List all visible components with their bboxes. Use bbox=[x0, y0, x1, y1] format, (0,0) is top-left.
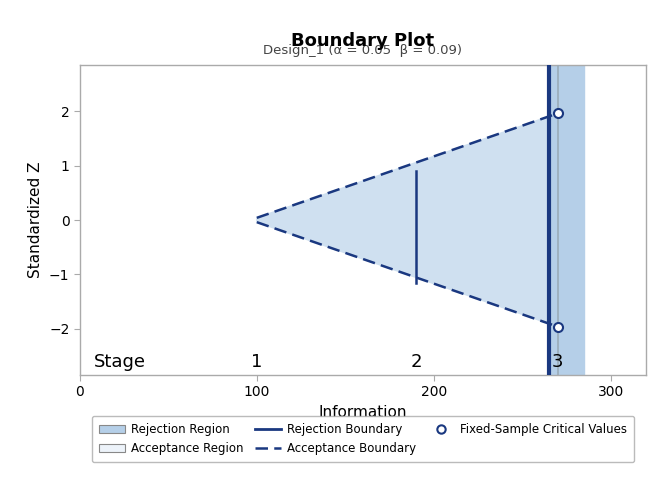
Text: 2: 2 bbox=[410, 354, 422, 372]
Title: Boundary Plot: Boundary Plot bbox=[292, 32, 434, 50]
Text: Design_1 (α = 0.05  β = 0.09): Design_1 (α = 0.05 β = 0.09) bbox=[264, 44, 462, 57]
Text: 3: 3 bbox=[552, 354, 563, 372]
Text: 1: 1 bbox=[251, 354, 262, 372]
Text: Stage: Stage bbox=[94, 354, 146, 372]
Polygon shape bbox=[257, 114, 557, 326]
Legend: Rejection Region, Acceptance Region, Rejection Boundary, Acceptance Boundary, Fi: Rejection Region, Acceptance Region, Rej… bbox=[92, 416, 634, 462]
Y-axis label: Standardized Z: Standardized Z bbox=[29, 162, 43, 278]
X-axis label: Information: Information bbox=[319, 405, 407, 420]
